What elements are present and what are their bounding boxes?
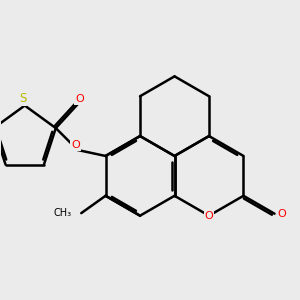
Text: CH₃: CH₃ bbox=[53, 208, 71, 218]
Text: O: O bbox=[277, 209, 286, 219]
Text: O: O bbox=[75, 94, 84, 103]
Text: O: O bbox=[205, 211, 213, 221]
Text: S: S bbox=[19, 92, 26, 105]
Text: O: O bbox=[71, 140, 80, 150]
